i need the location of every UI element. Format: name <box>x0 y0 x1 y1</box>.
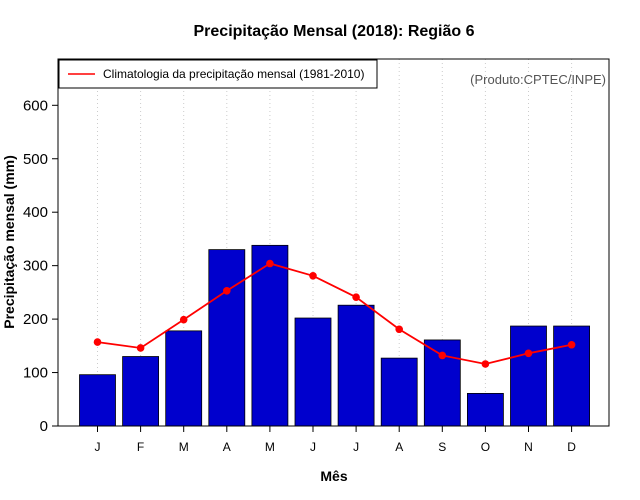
y-tick-label: 200 <box>23 311 48 328</box>
x-tick-label: A <box>395 440 403 454</box>
x-tick-label: M <box>265 440 275 454</box>
y-tick-label: 0 <box>40 418 48 435</box>
x-tick-label: D <box>567 440 576 454</box>
y-tick-label: 100 <box>23 365 48 382</box>
climatology-point <box>481 360 490 368</box>
climatology-point <box>136 344 145 352</box>
x-tick-label: J <box>353 440 359 454</box>
chart-title: Precipitação Mensal (2018): Região 6 <box>194 23 475 40</box>
x-tick-label: N <box>524 440 533 454</box>
bar <box>337 304 375 427</box>
y-tick-label: 600 <box>23 97 48 114</box>
bar <box>466 392 504 427</box>
source-note: (Produto:CPTEC/INPE) <box>470 72 606 87</box>
bar <box>165 330 203 427</box>
climatology-line <box>97 262 572 365</box>
climatology-point <box>179 315 188 324</box>
x-tick-label: M <box>179 440 189 454</box>
x-tick-label: J <box>310 440 316 454</box>
climatology-series <box>93 259 576 368</box>
y-axis: 0 100 200 300 400 500 600 <box>23 97 58 435</box>
bar <box>380 357 418 427</box>
climatology-point <box>93 338 102 346</box>
climatology-point <box>438 351 447 360</box>
x-tick-label: F <box>137 440 144 454</box>
y-tick-label: 300 <box>23 258 48 275</box>
climatology-point <box>352 293 360 301</box>
climatology-point <box>567 340 576 349</box>
climatology-point <box>309 272 317 280</box>
climatology-point <box>524 349 533 358</box>
plot-frame <box>57 58 610 427</box>
legend: Climatologia da precipitação mensal (198… <box>58 59 378 89</box>
bar <box>79 374 116 427</box>
y-tick-label: 500 <box>23 151 48 168</box>
x-axis-label: Mês <box>320 468 347 484</box>
climatology-point <box>266 259 274 268</box>
legend-entry: Climatologia da precipitação mensal (198… <box>103 67 364 81</box>
bar <box>294 317 332 427</box>
climatology-point <box>395 325 404 334</box>
bar <box>208 249 246 427</box>
legend-box <box>58 59 378 89</box>
x-tick-label: A <box>223 440 231 454</box>
y-tick-label: 400 <box>23 204 48 221</box>
bar <box>510 325 547 427</box>
x-tick-label: O <box>481 440 490 454</box>
x-tick-label: J <box>95 440 101 454</box>
bar <box>122 356 159 427</box>
climatology-point <box>223 286 231 295</box>
x-tick-label: S <box>438 440 446 454</box>
y-axis-label: Precipitação mensal (mm) <box>1 155 17 329</box>
